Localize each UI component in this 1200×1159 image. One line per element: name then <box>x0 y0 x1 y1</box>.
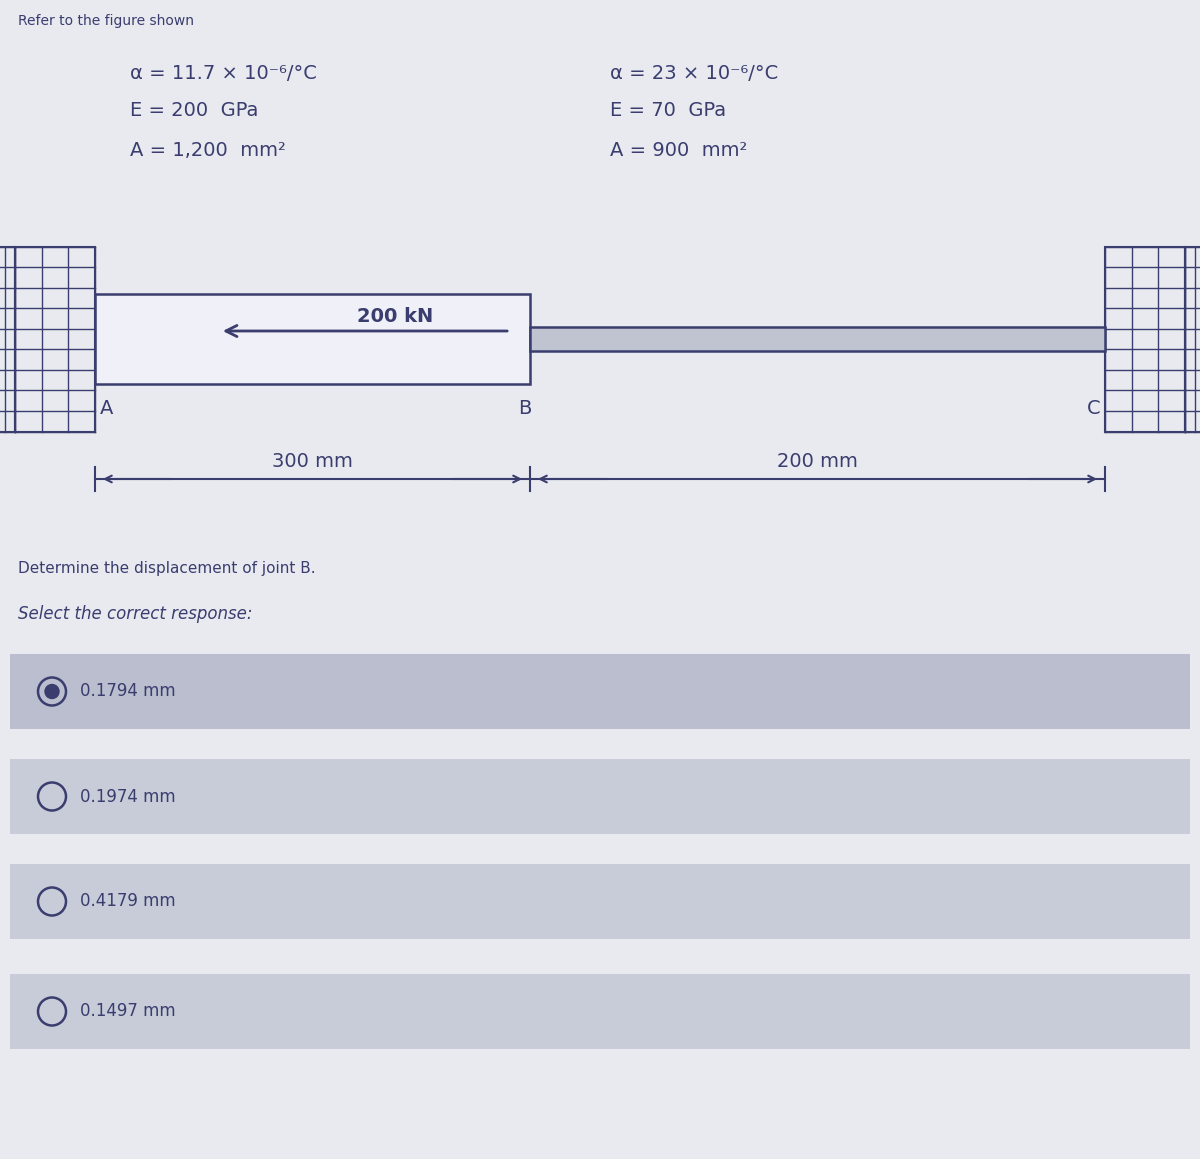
Text: 0.1497 mm: 0.1497 mm <box>80 1003 175 1021</box>
Bar <box>10 654 1190 729</box>
Text: C: C <box>1086 399 1100 418</box>
Text: Determine the displacement of joint B.: Determine the displacement of joint B. <box>18 561 316 576</box>
Text: 0.1974 mm: 0.1974 mm <box>80 787 175 806</box>
Text: α = 11.7 × 10⁻⁶/°C: α = 11.7 × 10⁻⁶/°C <box>130 64 317 83</box>
Text: 0.1794 mm: 0.1794 mm <box>80 683 175 700</box>
Bar <box>1186 247 1200 431</box>
Text: A: A <box>100 399 113 418</box>
Text: A = 900  mm²: A = 900 mm² <box>610 141 748 160</box>
Bar <box>10 863 1190 939</box>
Text: 200 kN: 200 kN <box>356 307 433 326</box>
Text: B: B <box>518 399 532 418</box>
Bar <box>95 294 530 384</box>
Text: E = 200  GPa: E = 200 GPa <box>130 101 258 121</box>
Text: Refer to the figure shown: Refer to the figure shown <box>18 14 194 28</box>
Bar <box>0 247 14 431</box>
Text: 200 mm: 200 mm <box>776 452 858 471</box>
Bar <box>1105 247 1186 431</box>
Bar <box>10 974 1190 1049</box>
Bar <box>530 327 1105 351</box>
Text: A = 1,200  mm²: A = 1,200 mm² <box>130 141 286 160</box>
Circle shape <box>46 685 59 699</box>
Bar <box>10 759 1190 834</box>
Text: 0.4179 mm: 0.4179 mm <box>80 892 175 911</box>
Text: 300 mm: 300 mm <box>271 452 353 471</box>
Text: E = 70  GPa: E = 70 GPa <box>610 101 726 121</box>
Text: α = 23 × 10⁻⁶/°C: α = 23 × 10⁻⁶/°C <box>610 64 779 83</box>
Text: Select the correct response:: Select the correct response: <box>18 605 252 624</box>
Bar <box>14 247 95 431</box>
